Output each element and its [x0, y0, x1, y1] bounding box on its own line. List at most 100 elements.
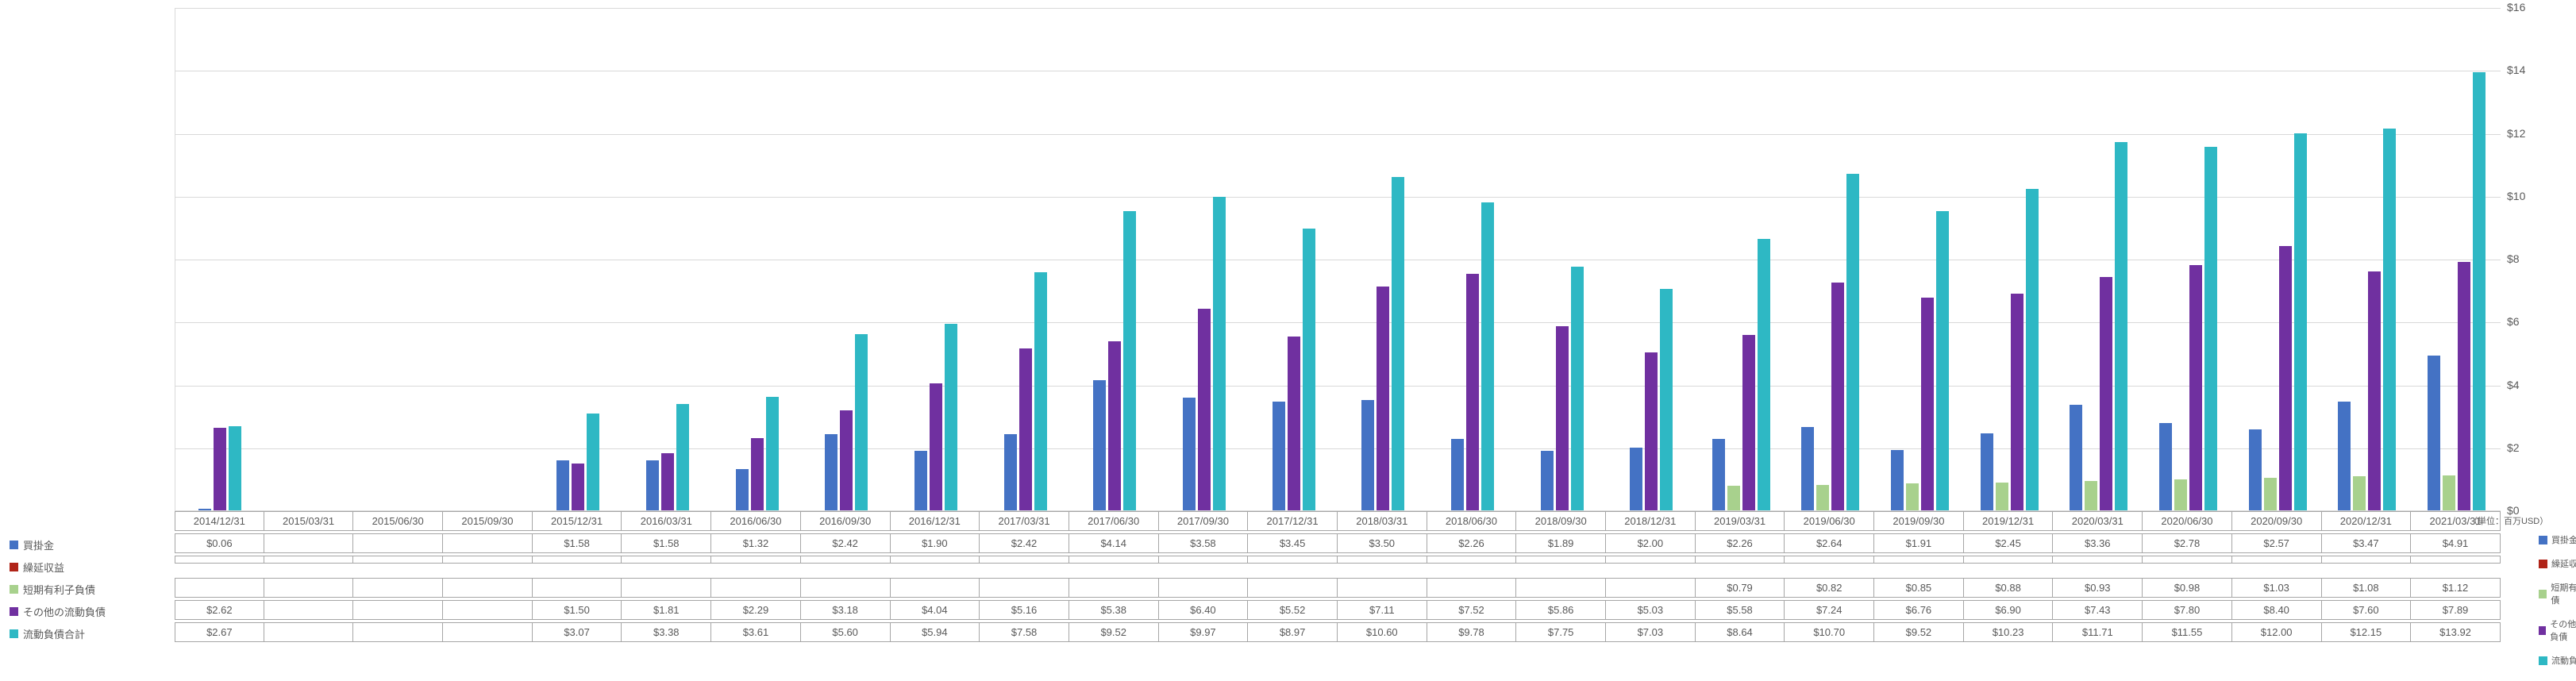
- table-header-cell: 2016/03/31: [622, 511, 711, 531]
- table-header-cell: 2019/03/31: [1696, 511, 1785, 531]
- table-cell: [801, 578, 891, 598]
- table-cell: $7.11: [1338, 600, 1427, 620]
- table-cell: $7.75: [1516, 622, 1606, 642]
- table-cell: [264, 556, 354, 564]
- table-header-row: 2014/12/312015/03/312015/06/302015/09/30…: [175, 511, 2501, 531]
- legend-item-short_term_debt: 短期有利子負債: [2539, 581, 2576, 606]
- table-cell: [533, 556, 622, 564]
- bar-accounts_payable: [1361, 400, 1374, 510]
- bar-total_current_liabilities: [1660, 289, 1673, 510]
- bar-group: [1273, 229, 1315, 510]
- bar-group: [1093, 211, 1136, 510]
- bar-accounts_payable: [1004, 434, 1017, 510]
- table-cell: [443, 556, 533, 564]
- table-cell: $2.78: [2143, 533, 2232, 553]
- table-cell: [1516, 556, 1606, 564]
- legend-item-accounts_payable: 買掛金: [2539, 533, 2576, 546]
- table-cell: $2.26: [1427, 533, 1517, 553]
- table-header-cell: 2017/12/31: [1248, 511, 1338, 531]
- bar-other_current_liabilities: [751, 438, 764, 510]
- row-label-deferred_revenue: 繰延収益: [10, 560, 64, 575]
- table-cell: [1696, 556, 1785, 564]
- bar-accounts_payable: [2159, 423, 2172, 510]
- bar-other_current_liabilities: [2368, 271, 2381, 510]
- table-cell: $3.18: [801, 600, 891, 620]
- table-cell: $2.62: [175, 600, 264, 620]
- row-label-text: その他の流動負債: [23, 604, 106, 619]
- table-cell: [1516, 578, 1606, 598]
- table-cell: [1427, 578, 1517, 598]
- table-cell: [264, 622, 354, 642]
- table-cell: [443, 622, 533, 642]
- bar-total_current_liabilities: [587, 414, 599, 510]
- table-header-cell: 2014/12/31: [175, 511, 264, 531]
- bar-total_current_liabilities: [2294, 133, 2307, 511]
- gridline: [175, 386, 2501, 387]
- table-header-cell: 2020/06/30: [2143, 511, 2232, 531]
- table-cell: $2.57: [2232, 533, 2322, 553]
- bar-other_current_liabilities: [2279, 246, 2292, 510]
- bar-total_current_liabilities: [1758, 239, 1770, 510]
- table-cell: [353, 533, 443, 553]
- table-cell: [711, 556, 801, 564]
- table-cell: $7.60: [2322, 600, 2412, 620]
- gridline: [175, 134, 2501, 135]
- bar-group: [1801, 174, 1859, 510]
- bar-group: [736, 397, 779, 510]
- table-cell: [353, 622, 443, 642]
- table-cell: [1159, 556, 1249, 564]
- table-cell: $1.90: [891, 533, 980, 553]
- bar-accounts_payable: [1801, 427, 1814, 510]
- bar-accounts_payable: [556, 460, 569, 510]
- bar-total_current_liabilities: [2204, 147, 2217, 510]
- table-header-cell: 2016/12/31: [891, 511, 980, 531]
- table-cell: $9.97: [1159, 622, 1249, 642]
- table-cell: [1069, 556, 1159, 564]
- bar-group: [556, 414, 599, 510]
- bar-total_current_liabilities: [2383, 129, 2396, 510]
- table-cell: $0.85: [1874, 578, 1964, 598]
- legend-item-label: 買掛金: [2551, 533, 2576, 546]
- table-cell: $2.67: [175, 622, 264, 642]
- bar-total_current_liabilities: [1213, 197, 1226, 510]
- row-label-total_current_liabilities: 流動負債合計: [10, 626, 85, 641]
- bar-total_current_liabilities: [2026, 189, 2039, 510]
- table-cell: [443, 600, 533, 620]
- legend-marker: [10, 629, 18, 638]
- y-tick-label: $14: [2507, 63, 2525, 76]
- table-cell: $7.43: [2053, 600, 2143, 620]
- bar-other_current_liabilities: [1921, 298, 1934, 510]
- table-cell: [801, 556, 891, 564]
- table-cell: $7.58: [980, 622, 1069, 642]
- legend-item-total_current_liabilities: 流動負債合計: [2539, 654, 2576, 667]
- table-header-cell: 2018/03/31: [1338, 511, 1427, 531]
- table-cell: [980, 578, 1069, 598]
- table-cell: $9.78: [1427, 622, 1517, 642]
- bar-group: [2338, 129, 2396, 510]
- bar-accounts_payable: [1981, 433, 1993, 510]
- table-cell: [2322, 556, 2412, 564]
- table-cell: $5.03: [1606, 600, 1696, 620]
- bar-accounts_payable: [1093, 380, 1106, 510]
- table-header-cell: 2017/09/30: [1159, 511, 1249, 531]
- legend-marker: [2539, 536, 2547, 544]
- bar-short_term_debt: [1816, 485, 1829, 510]
- table-cell: [264, 600, 354, 620]
- bar-accounts_payable: [1541, 451, 1554, 510]
- table-cell: $3.36: [2053, 533, 2143, 553]
- table-row: [175, 556, 2501, 564]
- table-cell: [711, 578, 801, 598]
- bar-total_current_liabilities: [1303, 229, 1315, 510]
- table-cell: $6.76: [1874, 600, 1964, 620]
- table-cell: $7.80: [2143, 600, 2232, 620]
- bar-short_term_debt: [2353, 476, 2366, 510]
- bar-group: [1183, 197, 1226, 510]
- bar-group: [1712, 239, 1770, 510]
- bar-other_current_liabilities: [1019, 348, 1032, 510]
- table-cell: $5.16: [980, 600, 1069, 620]
- bar-group: [1981, 189, 2039, 510]
- y-tick-label: $6: [2507, 315, 2520, 328]
- table-cell: $5.60: [801, 622, 891, 642]
- bar-short_term_debt: [2443, 475, 2455, 510]
- table-cell: $3.38: [622, 622, 711, 642]
